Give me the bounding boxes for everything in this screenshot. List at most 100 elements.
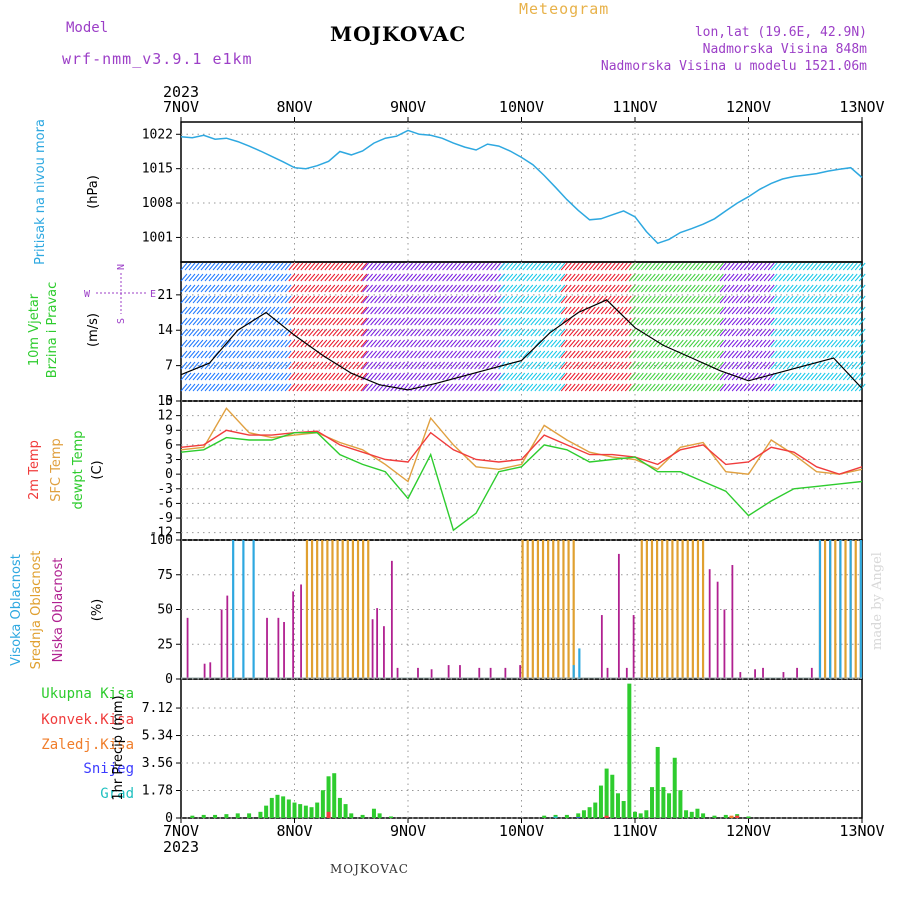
wind-barb bbox=[366, 328, 373, 337]
wind-barb bbox=[554, 262, 562, 271]
wind-barb bbox=[802, 317, 810, 326]
wind-barb bbox=[802, 306, 810, 315]
wind-barb bbox=[558, 262, 566, 271]
wind-barb bbox=[296, 273, 304, 282]
wind-barb bbox=[228, 284, 236, 293]
wind-barb bbox=[466, 383, 473, 392]
wind-barb bbox=[446, 339, 453, 348]
wind-barb bbox=[747, 339, 755, 348]
wind-barb bbox=[180, 317, 188, 326]
wind-barb bbox=[668, 361, 676, 370]
wind-barb bbox=[774, 262, 782, 271]
wind-barb bbox=[628, 339, 636, 348]
wind-barb bbox=[770, 361, 778, 370]
cloud-low-bar bbox=[478, 667, 481, 679]
wind-barb bbox=[770, 284, 778, 293]
wind-barb bbox=[632, 372, 640, 381]
wind-barb bbox=[584, 350, 592, 359]
wind-barb bbox=[592, 350, 600, 359]
cloud-mid-bar bbox=[351, 540, 355, 679]
pressure-unit: (hPa) bbox=[86, 175, 101, 209]
wind-barb bbox=[272, 328, 280, 337]
wind-barb bbox=[320, 339, 328, 348]
wind-barb bbox=[394, 262, 401, 271]
wind-barb bbox=[554, 284, 562, 293]
wind-barb bbox=[664, 372, 672, 381]
wind-barb bbox=[624, 361, 632, 370]
precip-total-bar bbox=[332, 773, 337, 818]
wind-barb bbox=[608, 317, 616, 326]
wind-barb bbox=[506, 262, 514, 271]
wind-barb bbox=[454, 328, 461, 337]
wind-barb bbox=[478, 383, 485, 392]
wind-barb bbox=[212, 284, 220, 293]
wind-barb bbox=[244, 339, 252, 348]
wind-barb bbox=[751, 262, 759, 271]
cloud-ylabel: (%) bbox=[90, 599, 105, 622]
cloud-high-bar bbox=[252, 540, 255, 679]
wind-barb bbox=[256, 383, 264, 392]
wind-barb bbox=[260, 295, 268, 304]
wind-barb bbox=[648, 306, 656, 315]
wind-barb bbox=[751, 295, 759, 304]
wind-barb bbox=[830, 339, 838, 348]
wind-barb bbox=[418, 284, 425, 293]
wind-barb bbox=[830, 306, 838, 315]
wind-barb bbox=[546, 295, 554, 304]
wind-barb bbox=[648, 361, 656, 370]
y-tick-label: 7 bbox=[165, 359, 173, 374]
wind-barb bbox=[735, 317, 743, 326]
wind-barb bbox=[676, 383, 684, 392]
wind-barb bbox=[328, 273, 336, 282]
wind-barb bbox=[268, 306, 276, 315]
wind-barb bbox=[466, 273, 473, 282]
wind-barb bbox=[458, 339, 465, 348]
wind-barb bbox=[826, 372, 834, 381]
wind-barb bbox=[648, 372, 656, 381]
wind-barb bbox=[398, 372, 405, 381]
precip-total-bar bbox=[695, 808, 700, 818]
wind-barb bbox=[564, 339, 572, 348]
cloud-mid-bar bbox=[681, 540, 684, 679]
wind-barb bbox=[240, 328, 248, 337]
wind-barb bbox=[818, 295, 826, 304]
wind-barb bbox=[576, 317, 584, 326]
wind-barb bbox=[759, 284, 767, 293]
wind-barb bbox=[478, 361, 485, 370]
wind-barb bbox=[652, 284, 660, 293]
wind-barb bbox=[656, 284, 664, 293]
cloud-low-bar bbox=[283, 622, 285, 679]
wind-barb bbox=[636, 361, 644, 370]
wind-barb bbox=[200, 339, 208, 348]
wind-barb bbox=[680, 383, 688, 392]
wind-barb bbox=[494, 339, 501, 348]
wind-barb bbox=[652, 262, 660, 271]
wind-barb bbox=[276, 262, 284, 271]
wind-barb bbox=[668, 295, 676, 304]
wind-barb bbox=[554, 317, 562, 326]
precip-total-bar bbox=[224, 814, 229, 818]
wind-barb bbox=[838, 383, 846, 392]
wind-barb bbox=[308, 284, 316, 293]
wind-barb bbox=[850, 361, 858, 370]
precip-ylabel: 1hr Precip (mm) bbox=[111, 695, 126, 800]
wind-barb bbox=[378, 317, 385, 326]
wind-barb bbox=[180, 262, 188, 271]
wind-barb bbox=[564, 372, 572, 381]
cloud-low-bar bbox=[186, 617, 189, 679]
wind-barb bbox=[572, 350, 580, 359]
wind-barb bbox=[308, 361, 316, 370]
cloud-low-bar bbox=[300, 584, 302, 679]
wind-barb bbox=[604, 273, 612, 282]
wind-barb bbox=[486, 328, 493, 337]
wind-barb bbox=[723, 273, 731, 282]
wind-barb bbox=[719, 328, 727, 337]
wind-barb bbox=[430, 361, 437, 370]
wind-barb bbox=[558, 273, 566, 282]
wind-barb bbox=[822, 273, 830, 282]
wind-barb bbox=[850, 262, 858, 271]
wind-barb bbox=[268, 372, 276, 381]
wind-barb bbox=[822, 328, 830, 337]
wind-barb bbox=[394, 284, 401, 293]
wind-barb bbox=[518, 328, 526, 337]
